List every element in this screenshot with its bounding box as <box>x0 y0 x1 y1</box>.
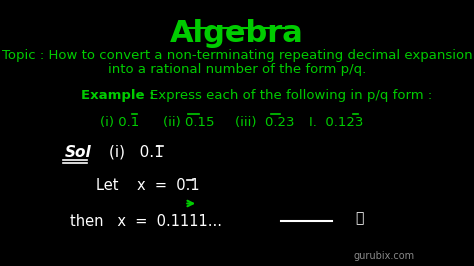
Text: then   x  =  0.1111...: then x = 0.1111... <box>70 214 222 229</box>
Text: Let    x  =  0.1: Let x = 0.1 <box>96 178 200 193</box>
Text: Ι.  0.123: Ι. 0.123 <box>310 116 364 129</box>
Text: into a rational number of the form p/q.: into a rational number of the form p/q. <box>108 63 366 76</box>
Text: Example :: Example : <box>82 89 155 102</box>
Text: Algebra: Algebra <box>170 19 304 48</box>
Text: (i)   0.1: (i) 0.1 <box>109 145 164 160</box>
Text: gurubix.com: gurubix.com <box>354 251 415 261</box>
Text: (ii) 0.15: (ii) 0.15 <box>163 116 214 129</box>
Text: Express each of the following in p/q form :: Express each of the following in p/q for… <box>150 89 432 102</box>
Text: Ⓢ: Ⓢ <box>356 211 364 226</box>
Text: (i) 0.1: (i) 0.1 <box>100 116 139 129</box>
Text: Sol: Sol <box>64 145 91 160</box>
Text: (iii)  0.23: (iii) 0.23 <box>235 116 295 129</box>
Text: Topic : How to convert a non-terminating repeating decimal expansion: Topic : How to convert a non-terminating… <box>2 49 472 62</box>
